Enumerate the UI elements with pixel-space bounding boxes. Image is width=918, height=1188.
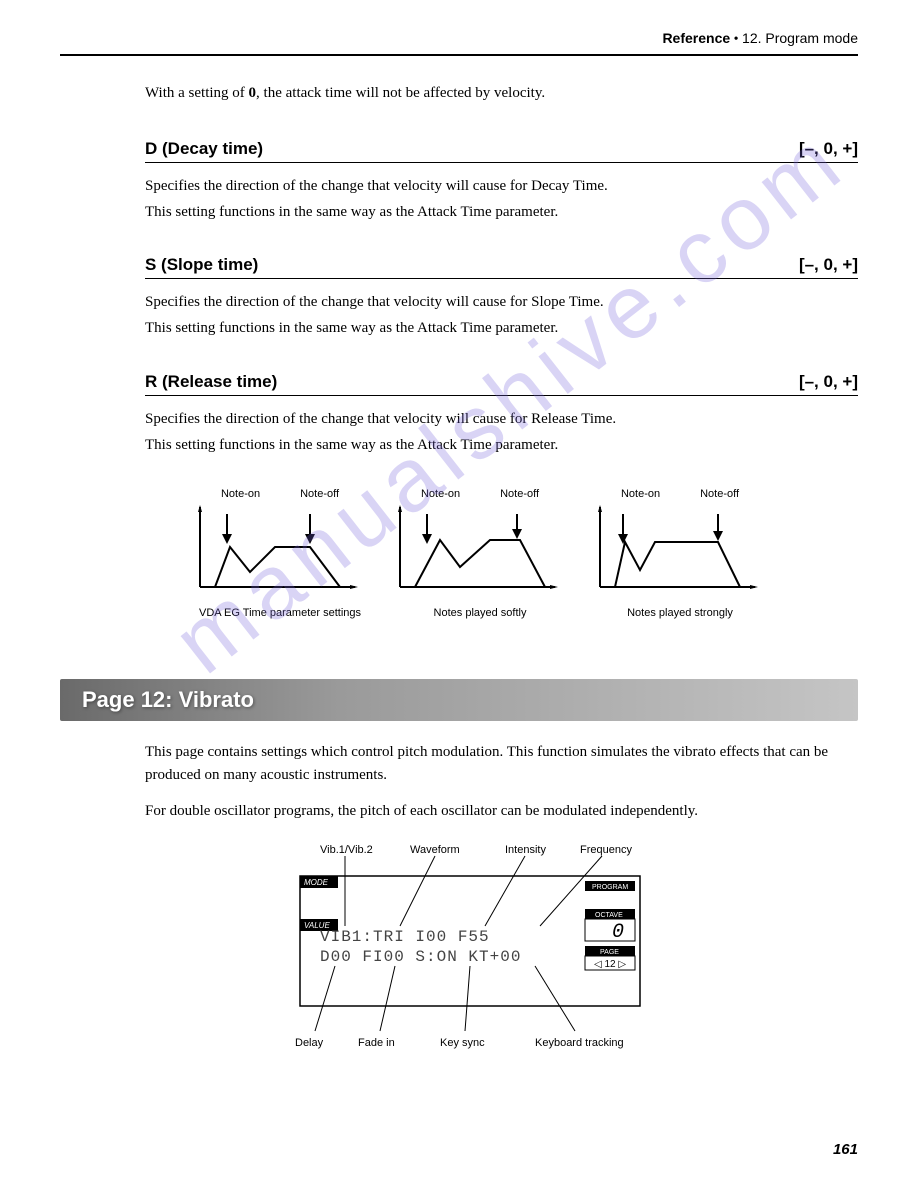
- section-banner: Page 12: Vibrato: [60, 679, 858, 721]
- param-decay: D (Decay time) [–, 0, +] Specifies the d…: [145, 139, 858, 226]
- param-line: Specifies the direction of the change th…: [145, 173, 858, 199]
- lcd-diagram: Vib.1/Vib.2 Waveform Intensity Frequency…: [280, 841, 780, 1061]
- note-off-label: Note-off: [500, 488, 539, 500]
- page-number: 161: [833, 1141, 858, 1158]
- lbl-kbtrack: Keyboard tracking: [535, 1037, 624, 1049]
- envelope-svg-1: [395, 502, 565, 597]
- section-p1: This page contains settings which contro…: [145, 741, 858, 788]
- section-p2: For double oscillator programs, the pitc…: [145, 800, 858, 823]
- param-line: Specifies the direction of the change th…: [145, 289, 858, 315]
- param-slope: S (Slope time) [–, 0, +] Specifies the d…: [145, 255, 858, 342]
- header-rest: 12. Program mode: [742, 30, 858, 46]
- page-header: Reference • 12. Program mode: [60, 30, 858, 56]
- env-caption: Notes played softly: [434, 607, 527, 619]
- lbl-vib: Vib.1/Vib.2: [320, 844, 373, 856]
- param-range: [–, 0, +]: [799, 139, 858, 159]
- param-range: [–, 0, +]: [799, 255, 858, 275]
- header-sep: •: [730, 32, 742, 47]
- envelope-diagrams: Note-on Note-off VDA EG Time parameter s…: [195, 488, 858, 619]
- note-off-label: Note-off: [300, 488, 339, 500]
- header-bold: Reference: [662, 30, 730, 46]
- env-caption: Notes played strongly: [627, 607, 733, 619]
- env-caption: VDA EG Time parameter settings: [199, 607, 361, 619]
- envelope-svg-0: [195, 502, 365, 597]
- lbl-intens: Intensity: [505, 844, 546, 856]
- lcd-line2: D00 FI00 S:ON KT+00: [320, 948, 521, 966]
- mode-label: MODE: [304, 878, 329, 887]
- octave-val: 0: [612, 921, 624, 944]
- lbl-wave: Waveform: [410, 844, 460, 856]
- param-line: This setting functions in the same way a…: [145, 432, 858, 458]
- param-release: R (Release time) [–, 0, +] Specifies the…: [145, 372, 858, 459]
- intro-paragraph: With a setting of 0, the attack time wil…: [145, 82, 858, 105]
- param-title: R (Release time): [145, 372, 277, 392]
- param-line: This setting functions in the same way a…: [145, 199, 858, 225]
- octave-label: OCTAVE: [595, 912, 623, 919]
- lcd-line1: VIB1:TRI I00 F55: [320, 928, 490, 946]
- param-range: [–, 0, +]: [799, 372, 858, 392]
- lbl-freq: Frequency: [580, 844, 632, 856]
- program-label: PROGRAM: [592, 884, 628, 891]
- note-on-label: Note-on: [621, 488, 660, 500]
- lbl-delay: Delay: [295, 1037, 324, 1049]
- note-on-label: Note-on: [221, 488, 260, 500]
- note-off-label: Note-off: [700, 488, 739, 500]
- param-title: D (Decay time): [145, 139, 263, 159]
- param-line: This setting functions in the same way a…: [145, 315, 858, 341]
- bold-zero: 0: [249, 85, 257, 101]
- param-line: Specifies the direction of the change th…: [145, 406, 858, 432]
- page-val: ◁ 12 ▷: [594, 959, 626, 970]
- note-on-label: Note-on: [421, 488, 460, 500]
- lbl-keysync: Key sync: [440, 1037, 485, 1049]
- envelope-svg-2: [595, 502, 765, 597]
- param-title: S (Slope time): [145, 255, 258, 275]
- page-label: PAGE: [600, 949, 619, 956]
- lbl-fadein: Fade in: [358, 1037, 395, 1049]
